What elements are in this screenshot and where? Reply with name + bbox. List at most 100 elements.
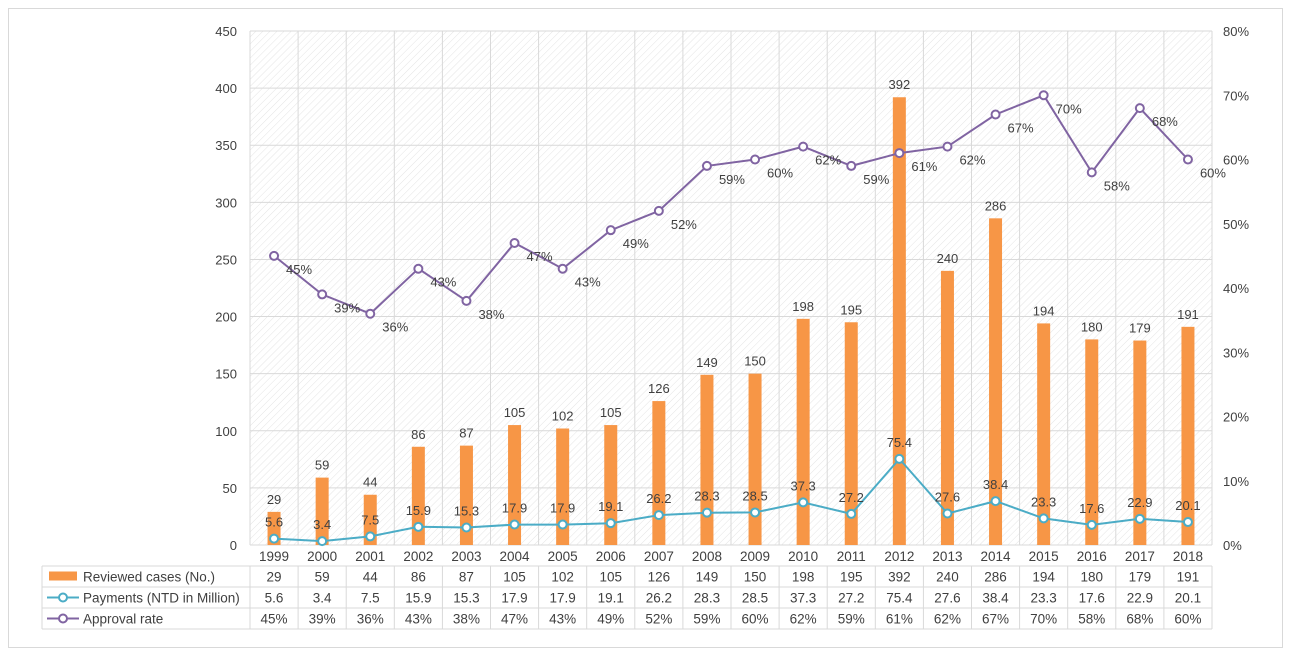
- bar-reviewed-cases: [1133, 340, 1147, 545]
- table-cell: 28.3: [694, 591, 720, 606]
- bar-reviewed-cases: [411, 446, 425, 545]
- payments-point: [605, 518, 616, 529]
- x-tick-label: 2010: [788, 549, 818, 564]
- x-tick-label: 2002: [403, 549, 433, 564]
- payments-data-label: 3.4: [313, 517, 331, 532]
- x-tick-label: 2015: [1029, 549, 1059, 564]
- approval-rate-data-label: 52%: [671, 217, 697, 232]
- approval-rate-point: [605, 225, 616, 236]
- payments-data-label: 38.4: [983, 477, 1008, 492]
- approval-rate-point: [894, 148, 905, 159]
- table-cell: 38%: [453, 612, 480, 627]
- bar-reviewed-cases: [315, 477, 329, 545]
- table-cell: 43%: [549, 612, 576, 627]
- x-tick-label: 2012: [884, 549, 914, 564]
- table-cell: 191: [1177, 570, 1200, 585]
- table-cell: 61%: [886, 612, 913, 627]
- table-cell: 52%: [645, 612, 672, 627]
- table-cell: 26.2: [646, 591, 672, 606]
- approval-rate-data-label: 43%: [575, 275, 601, 290]
- table-cell: 194: [1032, 570, 1055, 585]
- y-left-tick-label: 0: [230, 538, 237, 553]
- table-cell: 15.3: [453, 591, 479, 606]
- y-right-tick-label: 70%: [1223, 88, 1249, 103]
- y-left-tick-label: 250: [215, 252, 237, 267]
- payments-data-label: 5.6: [265, 515, 283, 530]
- payments-data-label: 37.3: [790, 478, 815, 493]
- bar-data-label: 286: [985, 198, 1007, 213]
- x-tick-label: 2000: [307, 549, 337, 564]
- approval-rate-data-label: 70%: [1056, 101, 1082, 116]
- table-cell: 23.3: [1031, 591, 1057, 606]
- table-cell: 179: [1129, 570, 1152, 585]
- bar-data-label: 59: [315, 458, 329, 473]
- bar-reviewed-cases: [1181, 326, 1195, 545]
- legend-series-name: Reviewed cases (No.): [83, 570, 215, 585]
- approval-rate-data-label: 58%: [1104, 178, 1130, 193]
- table-cell: 58%: [1078, 612, 1105, 627]
- table-cell: 149: [696, 570, 719, 585]
- approval-rate-data-label: 68%: [1152, 114, 1178, 129]
- legend-series-name: Payments (NTD in Million): [83, 591, 240, 606]
- payments-line: [274, 457, 1189, 543]
- table-cell: 37.3: [790, 591, 816, 606]
- table-cell: 47%: [501, 612, 528, 627]
- bar-data-label: 105: [600, 405, 622, 420]
- y-left-tick-label: 200: [215, 310, 237, 325]
- y-right-tick-label: 40%: [1223, 281, 1249, 296]
- payments-point: [846, 508, 857, 519]
- x-tick-label: 2004: [500, 549, 531, 564]
- payments-point: [990, 496, 1001, 507]
- table-cell: 59%: [838, 612, 865, 627]
- table-cell: 62%: [934, 612, 961, 627]
- approval-rate-point: [1038, 90, 1049, 101]
- payments-point: [413, 521, 424, 532]
- payments-data-label: 19.1: [598, 499, 623, 514]
- payments-point: [509, 519, 520, 530]
- payments-data-label: 27.6: [935, 489, 960, 504]
- x-tick-label: 2003: [451, 549, 481, 564]
- approval-rate-point: [269, 250, 280, 261]
- payments-data-label: 27.2: [839, 490, 864, 505]
- x-tick-label: 2008: [692, 549, 722, 564]
- approval-rate-point: [1086, 167, 1097, 178]
- table-cell: 44: [363, 570, 379, 585]
- table-cell: 45%: [261, 612, 288, 627]
- table-cell: 17.6: [1079, 591, 1105, 606]
- y-right-tick-label: 30%: [1223, 345, 1249, 360]
- table-cell: 28.5: [742, 591, 768, 606]
- bar-data-label: 29: [267, 492, 281, 507]
- table-cell: 240: [936, 570, 959, 585]
- payments-point: [1182, 517, 1193, 528]
- payments-point: [365, 531, 376, 542]
- approval-rate-data-label: 49%: [623, 236, 649, 251]
- approval-rate-point: [846, 160, 857, 171]
- x-tick-label: 1999: [259, 549, 289, 564]
- y-right-tick-label: 50%: [1223, 217, 1249, 232]
- approval-rate-point: [653, 205, 664, 216]
- payments-data-label: 22.9: [1127, 495, 1152, 510]
- bar-reviewed-cases: [459, 445, 473, 545]
- payments-data-label: 26.2: [646, 491, 671, 506]
- bar-data-label: 86: [411, 427, 425, 442]
- bar-reviewed-cases: [604, 425, 618, 545]
- payments-point: [557, 519, 568, 530]
- bar-data-label: 105: [504, 405, 526, 420]
- table-cell: 36%: [357, 612, 384, 627]
- x-tick-label: 2006: [596, 549, 626, 564]
- payments-point: [894, 453, 905, 464]
- payments-point: [317, 536, 328, 547]
- bar-reviewed-cases: [940, 270, 954, 545]
- approval-rate-data-label: 43%: [430, 275, 456, 290]
- y-right-tick-label: 20%: [1223, 410, 1249, 425]
- bar-data-label: 126: [648, 381, 670, 396]
- table-cell: 5.6: [265, 591, 284, 606]
- table-cell: 62%: [790, 612, 817, 627]
- approval-rate-point: [317, 289, 328, 300]
- payments-point: [798, 497, 809, 508]
- y-left-tick-label: 350: [215, 138, 237, 153]
- bar-reviewed-cases: [556, 428, 570, 545]
- x-tick-label: 2014: [981, 549, 1012, 564]
- y-right-tick-label: 0%: [1223, 538, 1242, 553]
- approval-rate-point: [413, 263, 424, 274]
